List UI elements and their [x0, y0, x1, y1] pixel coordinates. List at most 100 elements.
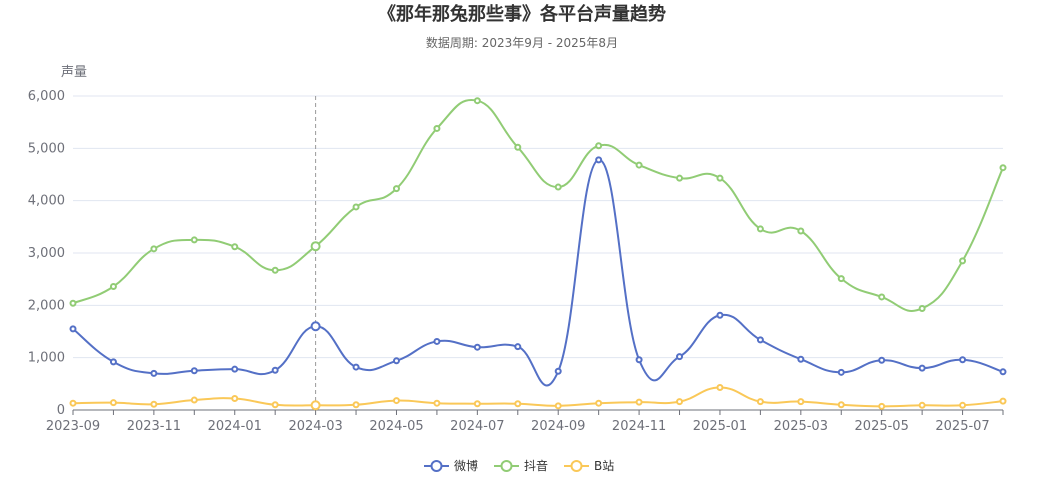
data-point[interactable] — [231, 394, 239, 402]
data-point[interactable] — [271, 401, 279, 409]
legend-marker — [500, 460, 513, 472]
data-point[interactable] — [310, 321, 321, 332]
x-tick-label: 2025-07 — [935, 419, 989, 434]
data-point[interactable] — [635, 398, 643, 406]
chart-subtitle: 数据周期: 2023年9月 - 2025年8月 — [426, 35, 618, 50]
data-point[interactable] — [878, 402, 886, 410]
data-point[interactable] — [109, 399, 117, 407]
x-tick-label: 2024-01 — [208, 419, 262, 434]
series-2 — [69, 97, 1007, 312]
data-point[interactable] — [514, 400, 522, 408]
data-point[interactable] — [69, 325, 77, 333]
data-point[interactable] — [918, 364, 926, 372]
data-point[interactable] — [959, 356, 967, 364]
data-point[interactable] — [473, 343, 481, 351]
data-point[interactable] — [69, 399, 77, 407]
data-point[interactable] — [190, 396, 198, 404]
data-point[interactable] — [676, 174, 684, 182]
data-point[interactable] — [392, 357, 400, 365]
data-point[interactable] — [352, 401, 360, 409]
data-point[interactable] — [959, 401, 967, 409]
data-point[interactable] — [959, 257, 967, 265]
data-point[interactable] — [231, 365, 239, 373]
x-axis: 2023-09 2023-11 2024-01 2024-03 2024-05 2024-… — [46, 409, 1004, 434]
data-point[interactable] — [878, 356, 886, 364]
data-point[interactable] — [797, 398, 805, 406]
data-point[interactable] — [190, 236, 198, 244]
y-tick-label: 5,000 — [28, 141, 65, 156]
data-point[interactable] — [190, 367, 198, 375]
data-point[interactable] — [271, 366, 279, 374]
data-point[interactable] — [676, 398, 684, 406]
data-point[interactable] — [918, 304, 926, 312]
y-axis-label: 声量 — [61, 65, 87, 80]
series-3 — [69, 383, 1007, 411]
data-point[interactable] — [837, 275, 845, 283]
data-point[interactable] — [150, 369, 158, 377]
data-point[interactable] — [716, 383, 724, 391]
data-point[interactable] — [271, 266, 279, 274]
data-point[interactable] — [554, 402, 562, 410]
data-point[interactable] — [837, 368, 845, 376]
data-point[interactable] — [514, 343, 522, 351]
data-point[interactable] — [310, 400, 321, 411]
x-tick-label: 2024-03 — [288, 419, 342, 434]
data-point[interactable] — [514, 143, 522, 151]
legend-item[interactable]: 微博 — [424, 458, 478, 473]
data-point[interactable] — [392, 397, 400, 405]
x-tick-label: 2024-05 — [369, 419, 423, 434]
grid-layer — [73, 95, 1003, 359]
data-point[interactable] — [716, 174, 724, 182]
data-point[interactable] — [878, 293, 886, 301]
data-point[interactable] — [433, 399, 441, 407]
data-point[interactable] — [150, 245, 158, 253]
data-point[interactable] — [554, 367, 562, 375]
data-point[interactable] — [352, 363, 360, 371]
data-point[interactable] — [595, 399, 603, 407]
legend-item[interactable]: B站 — [564, 459, 614, 473]
y-tick-label: 3,000 — [28, 246, 65, 261]
data-point[interactable] — [716, 311, 724, 319]
data-point[interactable] — [918, 401, 926, 409]
data-point[interactable] — [433, 337, 441, 345]
data-point[interactable] — [150, 400, 158, 408]
data-point[interactable] — [676, 353, 684, 361]
data-point[interactable] — [635, 356, 643, 364]
data-point[interactable] — [109, 358, 117, 366]
series-1 — [69, 156, 1007, 387]
y-tick-label: 6,000 — [28, 89, 65, 104]
data-point[interactable] — [756, 225, 764, 233]
data-point[interactable] — [797, 355, 805, 363]
data-point[interactable] — [310, 241, 321, 252]
data-point[interactable] — [433, 124, 441, 132]
data-point[interactable] — [231, 243, 239, 251]
data-point[interactable] — [109, 282, 117, 290]
data-point[interactable] — [756, 398, 764, 406]
data-point[interactable] — [635, 161, 643, 169]
data-point[interactable] — [999, 397, 1007, 405]
x-tick-label: 2023-09 — [46, 419, 100, 434]
legend-item[interactable]: 抖音 — [494, 458, 548, 473]
x-tick-label: 2023-11 — [127, 419, 181, 434]
data-point[interactable] — [595, 156, 603, 164]
data-point[interactable] — [554, 183, 562, 191]
data-point[interactable] — [999, 164, 1007, 172]
data-point[interactable] — [392, 185, 400, 193]
legend-label: B站 — [594, 459, 614, 473]
data-point[interactable] — [595, 142, 603, 150]
data-point[interactable] — [473, 97, 481, 105]
data-point[interactable] — [797, 227, 805, 235]
y-tick-label: 0 — [57, 403, 65, 418]
x-tick-label: 2025-05 — [855, 419, 909, 434]
data-point[interactable] — [756, 336, 764, 344]
data-point[interactable] — [69, 299, 77, 307]
legend[interactable]: 微博 抖音 B站 — [424, 458, 614, 473]
legend-marker — [570, 460, 583, 472]
y-axis: 0 1,000 2,000 3,000 4,000 5,000 6,000 — [28, 89, 65, 418]
data-point[interactable] — [837, 401, 845, 409]
data-point[interactable] — [473, 400, 481, 408]
x-tick-label: 2025-03 — [774, 419, 828, 434]
series-line — [72, 386, 1004, 408]
data-point[interactable] — [999, 368, 1007, 376]
data-point[interactable] — [352, 203, 360, 211]
